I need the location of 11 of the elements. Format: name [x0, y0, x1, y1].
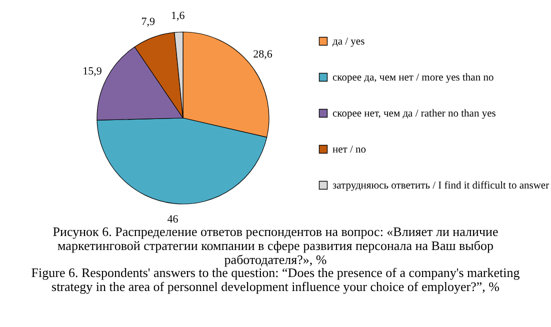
text: Рисунок 6. Распределение ответов респондентов на вопрос: «Влияет ли наличие маркетинговой стратегии компании в сфере развития персонала на Ваш выбор работодателя?», %: [52, 224, 498, 267]
data-label: 1,6: [171, 10, 186, 22]
legend-label: затрудняюсь ответить / I find it difficult to answer: [332, 180, 550, 192]
data-label: 15,9: [82, 65, 102, 78]
data-label: 46: [167, 213, 179, 226]
data-label: 7,9: [141, 16, 156, 28]
data-label: 28,6: [253, 48, 273, 60]
legend-label: скорее да, чем нет / more yes than no: [332, 72, 494, 84]
legend-label: скорее нет, чем да / rather no than yes: [332, 108, 496, 120]
legend-label: нет / no: [332, 144, 366, 156]
legend-label: да / yes: [332, 36, 365, 48]
